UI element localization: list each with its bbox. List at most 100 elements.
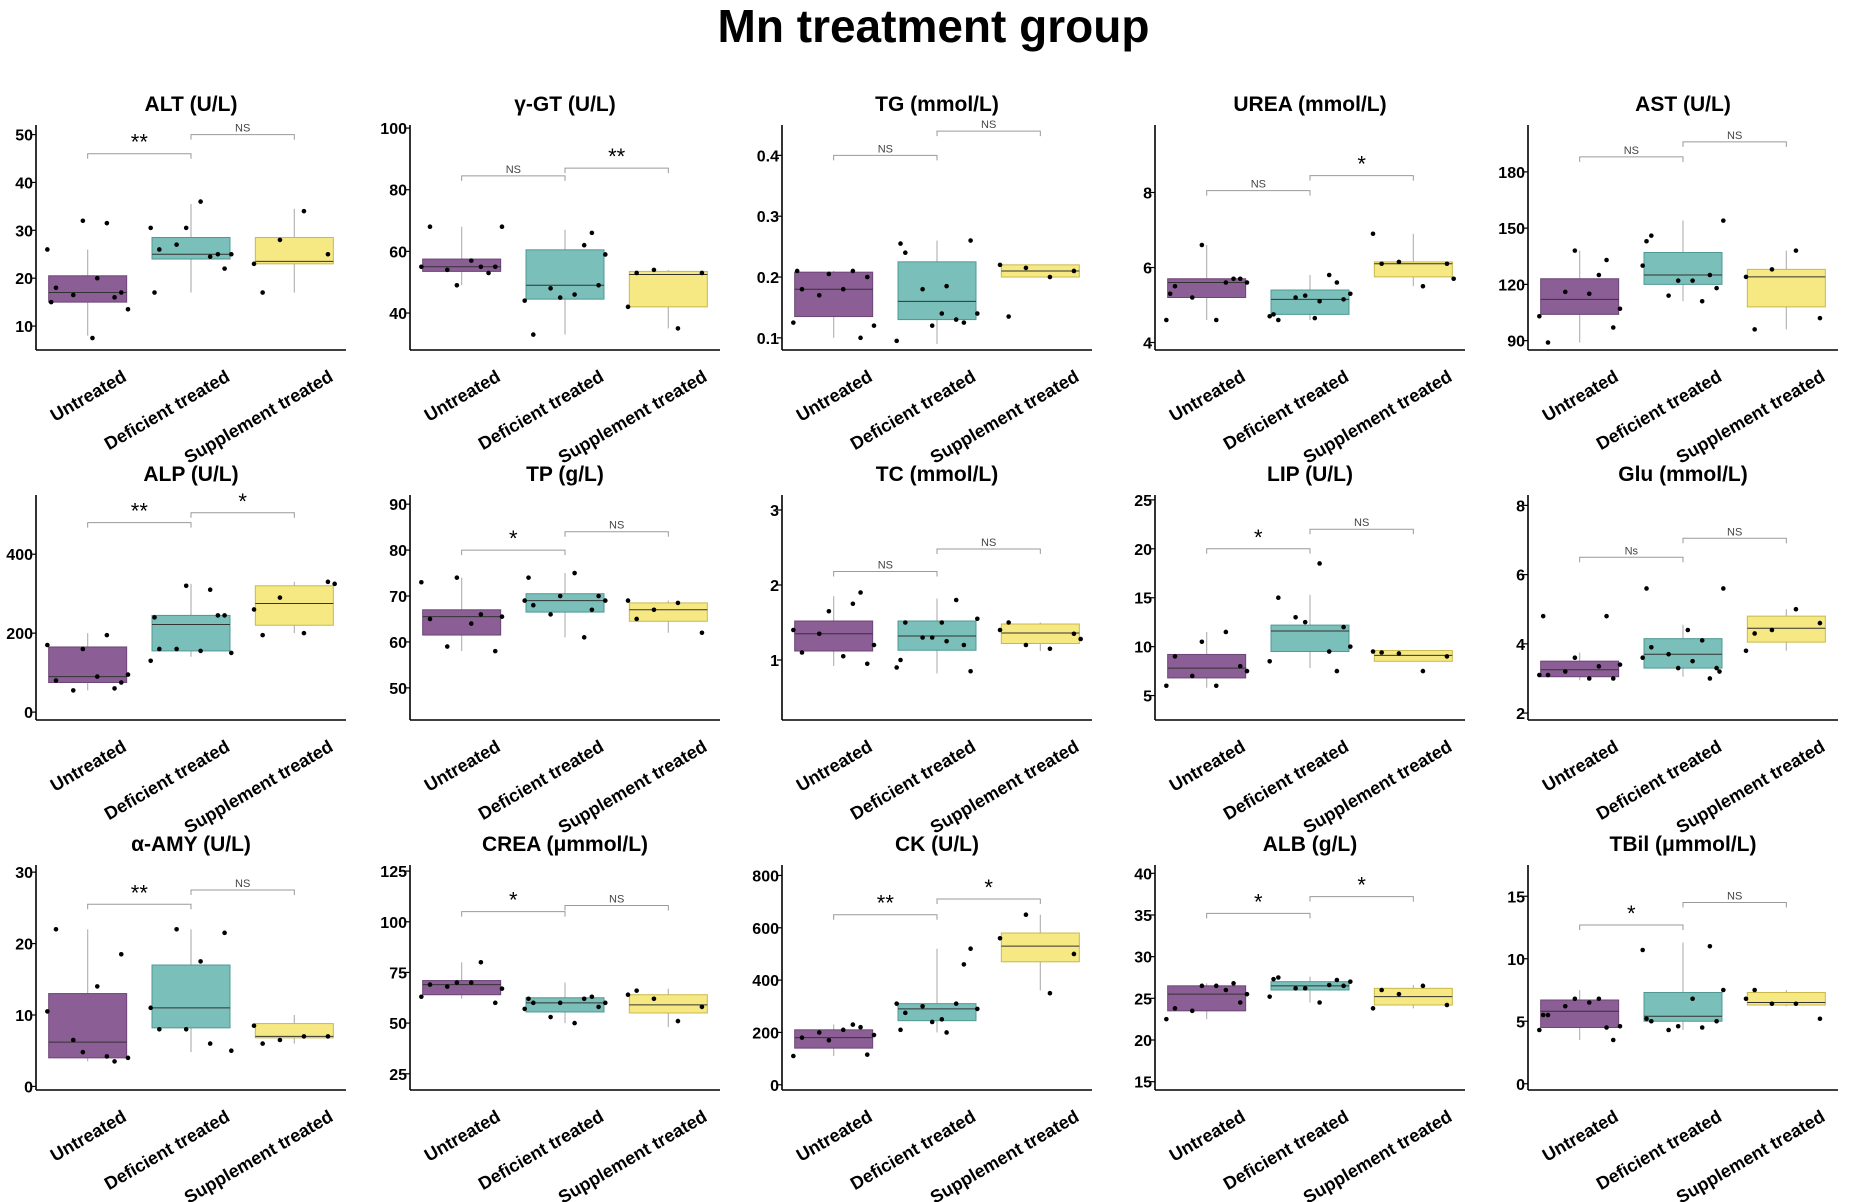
data-point	[1743, 996, 1749, 1002]
data-point	[572, 570, 577, 576]
data-point	[1396, 651, 1402, 656]
data-point	[526, 575, 531, 580]
data-point	[1189, 295, 1195, 300]
data-point	[1213, 683, 1219, 689]
data-point	[183, 1026, 189, 1032]
data-point	[1649, 645, 1654, 650]
data-point	[840, 1027, 846, 1033]
data-point	[251, 261, 257, 267]
data-point	[112, 295, 117, 300]
data-point	[596, 1004, 601, 1010]
data-point	[112, 686, 117, 691]
data-point	[531, 602, 536, 608]
data-point	[1348, 291, 1353, 297]
significance-label: *	[1357, 152, 1366, 177]
x-tick-label: Untreated	[1166, 1106, 1249, 1165]
data-point	[499, 224, 505, 230]
data-point	[603, 598, 608, 603]
significance-label: *	[984, 875, 993, 900]
data-point	[53, 678, 59, 683]
data-point	[1644, 238, 1649, 244]
panel-title: TC (mmol/L)	[876, 463, 998, 486]
y-tick-label: 0	[24, 705, 33, 722]
significance-bracket	[461, 911, 566, 917]
data-point	[1023, 912, 1029, 918]
significance-label: *	[509, 526, 518, 551]
box	[1540, 278, 1620, 315]
significance-bracket	[936, 548, 1041, 554]
data-point	[301, 630, 307, 636]
y-tick-label: 15	[1134, 591, 1152, 608]
y-tick-label: 6	[1143, 261, 1152, 278]
data-point	[799, 286, 805, 292]
data-point	[997, 935, 1003, 941]
data-point	[1420, 983, 1426, 989]
y-tick-label: 120	[1498, 277, 1525, 294]
y-tick-label: 15	[1507, 889, 1525, 906]
data-point	[1341, 983, 1346, 989]
data-point	[634, 270, 639, 276]
data-point	[898, 1027, 903, 1033]
y-tick-label: 100	[380, 121, 407, 138]
data-point	[94, 984, 100, 989]
box	[1373, 261, 1453, 278]
data-point	[1312, 315, 1318, 321]
data-point	[903, 1010, 908, 1016]
data-point	[816, 292, 822, 298]
y-tick-label: 0	[770, 1078, 779, 1095]
data-point	[427, 616, 433, 622]
significance-bracket	[1682, 902, 1787, 908]
data-point	[1586, 676, 1592, 681]
data-point	[850, 1022, 856, 1027]
data-point	[152, 290, 157, 295]
box	[254, 585, 334, 626]
data-point	[1610, 325, 1616, 330]
panel-title: TG (mmol/L)	[875, 93, 999, 116]
data-point	[1348, 644, 1353, 649]
data-point	[1420, 283, 1426, 289]
data-point	[791, 627, 796, 633]
significance-label: *	[1357, 873, 1366, 898]
significance-bracket	[1682, 141, 1787, 147]
box	[897, 261, 977, 321]
data-point	[1293, 986, 1298, 991]
data-point	[1640, 263, 1645, 268]
y-tick-label: 4	[1143, 336, 1152, 353]
data-point	[1743, 274, 1749, 280]
panel-title: ALB (g/L)	[1263, 833, 1357, 856]
data-point	[1276, 975, 1281, 980]
data-point	[229, 650, 234, 656]
box	[1000, 623, 1080, 644]
box	[1643, 252, 1723, 285]
data-point	[920, 286, 925, 292]
data-point	[148, 225, 153, 231]
data-point	[1721, 218, 1726, 223]
data-point	[1223, 280, 1229, 285]
y-tick-label: 8	[1143, 186, 1152, 203]
y-tick-label: 5	[1516, 1014, 1525, 1031]
data-point	[1271, 976, 1276, 982]
significance-label: NS	[609, 520, 624, 532]
data-point	[1817, 1016, 1823, 1022]
data-point	[651, 996, 657, 1002]
data-point	[492, 264, 498, 270]
data-point	[548, 612, 553, 617]
data-point	[929, 323, 935, 328]
data-point	[920, 1003, 925, 1009]
data-point	[499, 986, 505, 991]
data-point	[1721, 987, 1726, 993]
significance-label: NS	[1727, 891, 1742, 903]
data-point	[492, 648, 498, 654]
y-tick-label: 5	[1143, 689, 1152, 706]
data-point	[1023, 642, 1029, 648]
data-point	[1231, 981, 1236, 986]
data-point	[1047, 274, 1053, 280]
data-point	[1071, 268, 1077, 274]
data-point	[920, 635, 925, 640]
significance-label: *	[1254, 889, 1263, 914]
significance-bracket	[190, 134, 295, 140]
data-point	[125, 672, 131, 677]
y-tick-label: 15	[1134, 1075, 1152, 1092]
significance-label: NS	[878, 560, 893, 572]
